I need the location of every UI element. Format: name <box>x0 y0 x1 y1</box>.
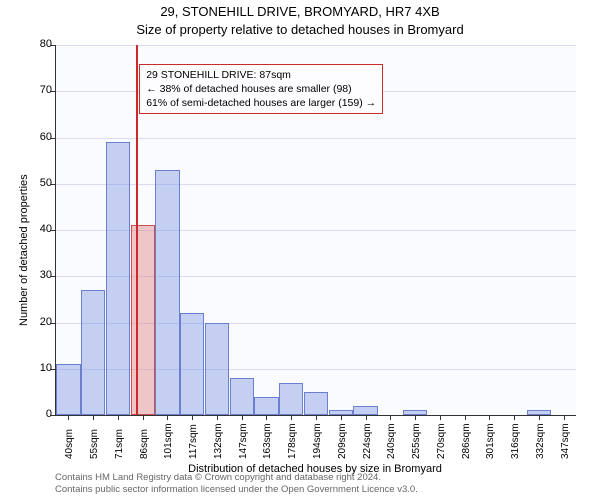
y-tick-label: 80 <box>22 38 52 50</box>
histogram-bar <box>279 383 303 415</box>
y-tick-label: 50 <box>22 177 52 189</box>
x-tick <box>564 415 565 420</box>
histogram-bar <box>304 392 328 415</box>
x-tick-label: 86sqm <box>139 429 150 459</box>
x-tick-label: 71sqm <box>114 429 125 459</box>
chart-subtitle: Size of property relative to detached ho… <box>0 22 600 37</box>
y-tick-label: 60 <box>22 131 52 143</box>
x-tick-label: 240sqm <box>386 423 397 459</box>
x-tick-label: 347sqm <box>560 423 571 459</box>
gridline <box>56 138 576 139</box>
gridline <box>56 184 576 185</box>
x-tick-label: 332sqm <box>535 423 546 459</box>
y-axis-label: Number of detached properties <box>18 175 30 327</box>
annotation-line: 61% of semi-detached houses are larger (… <box>146 96 376 110</box>
x-tick <box>440 415 441 420</box>
x-tick <box>143 415 144 420</box>
y-tick-label: 20 <box>22 316 52 328</box>
x-tick <box>489 415 490 420</box>
x-tick <box>415 415 416 420</box>
chart-container: 29, STONEHILL DRIVE, BROMYARD, HR7 4XB S… <box>0 0 600 500</box>
y-tick-label: 30 <box>22 269 52 281</box>
attribution-line1: Contains HM Land Registry data © Crown c… <box>55 472 418 484</box>
x-tick <box>118 415 119 420</box>
page-title: 29, STONEHILL DRIVE, BROMYARD, HR7 4XB <box>0 4 600 19</box>
x-tick-label: 40sqm <box>64 429 75 459</box>
y-tick-label: 40 <box>22 223 52 235</box>
y-tick-label: 70 <box>22 84 52 96</box>
histogram-bar <box>131 225 155 415</box>
histogram-bar <box>155 170 179 415</box>
x-tick <box>465 415 466 420</box>
x-tick-label: 194sqm <box>312 423 323 459</box>
y-tick-label: 10 <box>22 362 52 374</box>
x-tick <box>167 415 168 420</box>
x-tick-label: 178sqm <box>287 423 298 459</box>
x-tick-label: 132sqm <box>213 423 224 459</box>
histogram-bar <box>106 142 130 415</box>
x-tick-label: 101sqm <box>163 423 174 459</box>
x-tick <box>242 415 243 420</box>
x-tick <box>266 415 267 420</box>
x-tick <box>539 415 540 420</box>
plot-area: 29 STONEHILL DRIVE: 87sqm← 38% of detach… <box>55 45 576 416</box>
x-tick <box>341 415 342 420</box>
annotation-box: 29 STONEHILL DRIVE: 87sqm← 38% of detach… <box>139 64 383 115</box>
x-tick <box>316 415 317 420</box>
histogram-bar <box>56 364 80 415</box>
attribution-text: Contains HM Land Registry data © Crown c… <box>55 472 418 496</box>
x-tick-label: 209sqm <box>337 423 348 459</box>
x-tick <box>217 415 218 420</box>
x-tick-label: 117sqm <box>188 424 199 459</box>
x-tick-label: 270sqm <box>436 423 447 459</box>
x-tick-label: 255sqm <box>411 423 422 459</box>
x-tick-label: 163sqm <box>262 423 273 459</box>
x-tick <box>366 415 367 420</box>
x-tick-label: 224sqm <box>362 423 373 459</box>
x-tick <box>390 415 391 420</box>
histogram-bar <box>353 406 377 415</box>
histogram-bar <box>81 290 105 415</box>
x-tick <box>514 415 515 420</box>
x-tick <box>68 415 69 420</box>
histogram-bar <box>180 313 204 415</box>
x-tick-label: 286sqm <box>461 423 472 459</box>
histogram-bar <box>230 378 254 415</box>
x-tick-label: 147sqm <box>238 423 249 459</box>
histogram-bar <box>254 397 278 416</box>
x-tick <box>93 415 94 420</box>
y-tick-label: 0 <box>22 408 52 420</box>
attribution-line2: Contains public sector information licen… <box>55 484 418 496</box>
x-tick <box>291 415 292 420</box>
histogram-bar <box>205 323 229 416</box>
annotation-line: ← 38% of detached houses are smaller (98… <box>146 82 376 96</box>
x-tick-label: 316sqm <box>510 423 521 459</box>
x-tick <box>192 415 193 420</box>
x-tick-label: 55sqm <box>89 429 100 459</box>
reference-line <box>136 45 138 415</box>
gridline <box>56 45 576 46</box>
annotation-line: 29 STONEHILL DRIVE: 87sqm <box>146 68 376 82</box>
x-tick-label: 301sqm <box>485 423 496 459</box>
